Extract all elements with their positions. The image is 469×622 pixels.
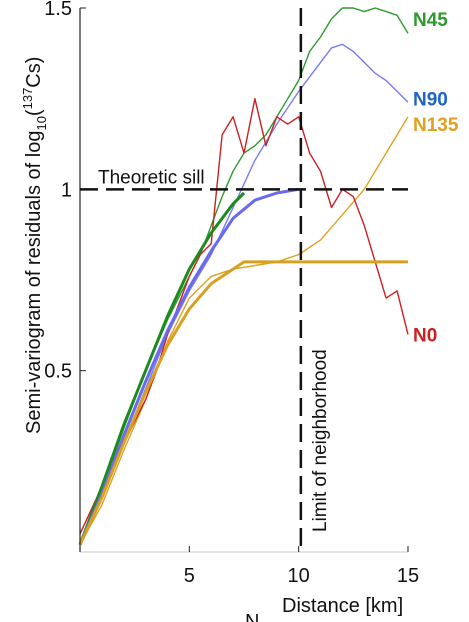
y-tick-label: 0.5 [44, 361, 72, 383]
series-line-n0 [79, 97, 409, 535]
y-axis-label-main: Semi-variogram of residuals of log [23, 131, 45, 434]
x-tick-label: 15 [397, 565, 419, 587]
theoretic-sill-label: Theoretic sill [98, 167, 205, 188]
series-label-n45: N45 [413, 10, 448, 31]
x-axis-label: Distance [km] [282, 595, 403, 617]
series-label-n0: N0 [413, 325, 437, 346]
series-label-n135: N135 [413, 115, 459, 136]
y-axis-label-sub: 10 [34, 116, 49, 130]
limit-of-neighborhood-label: Limit of neighborhood [310, 349, 331, 532]
series-line-model-n45 [78, 191, 246, 546]
annotation-layer: Theoretic sill Limit of neighborhood [80, 8, 408, 552]
y-tick-label: 1.5 [44, 0, 72, 20]
series-label-n90: N90 [413, 90, 448, 111]
y-axis-label-tail: Cs) [23, 57, 45, 88]
tick-layer: 5 10 15 0.5 1 1.5 [44, 0, 419, 587]
series-line-model-n135 [78, 260, 408, 546]
series-line-model-n90 [78, 187, 299, 546]
stray-axis-letter: N [245, 611, 259, 622]
series-line-n45 [79, 7, 409, 545]
y-axis-label-sup: 137 [20, 88, 35, 110]
y-axis-label: Semi-variogram of residuals of log10(137… [20, 57, 49, 434]
series-label-layer: N45 N90 N135 N0 [413, 10, 459, 347]
x-tick-label: 10 [288, 565, 310, 587]
y-tick-label: 1 [61, 179, 72, 201]
series-layer [78, 7, 409, 546]
series-line-n135 [79, 116, 409, 546]
series-line-n90 [79, 43, 409, 545]
y-axis-label-open: ( [23, 109, 45, 116]
x-tick-label: 5 [184, 565, 195, 587]
